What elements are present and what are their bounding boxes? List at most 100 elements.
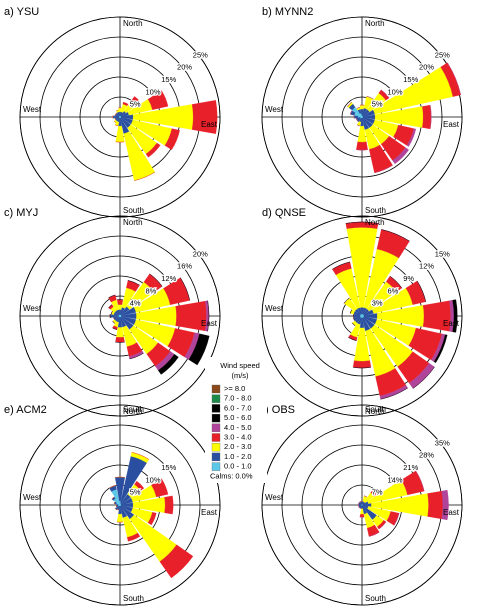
ring-label: 28% [419,451,434,460]
panel-title: a) YSU [4,6,39,18]
wind-segment [356,121,362,127]
ring-label: 21% [403,463,418,472]
legend-label: 7.0 - 8.0 [224,394,252,403]
ring-label: 10% [146,475,161,484]
wind-segment [441,489,449,521]
legend-label: 0.0 - 1.0 [224,462,252,471]
wind-segment [134,171,156,181]
wind-segment [422,104,432,130]
ring-label: 25% [193,50,208,59]
legend-swatch [211,413,221,423]
wind-segment [130,96,141,107]
wind-segment [147,512,157,526]
legend-swatch [211,462,221,471]
panel-title: d) QNSE [262,207,306,219]
direction-label: East [201,120,218,129]
direction-label: West [265,304,284,313]
wind-segment [111,496,115,500]
ring-label: 5% [372,100,383,109]
wind-segment [115,504,119,506]
wind-segment [111,311,113,315]
wind-segment [188,333,210,366]
ring-label: 20% [177,63,192,72]
wind-segment [134,480,145,491]
wind-segment [358,507,360,509]
ring-label: 3% [372,299,383,308]
wind-segment [117,509,119,511]
wind-segment [380,387,408,400]
wind-segment [355,118,358,121]
wind-segment [149,273,163,287]
ring-label: 14% [388,475,403,484]
wind-segment [392,147,410,165]
ring-label: 20% [419,63,434,72]
direction-label: South [365,206,386,215]
wind-segment [381,229,410,242]
panel-title: f) OBS [262,404,295,416]
direction-label: East [201,319,218,328]
wind-segment [433,334,448,364]
panel-title: c) MYJ [4,207,38,219]
ring-label: 15% [435,249,450,258]
wind-segment [117,304,123,310]
wind-segment [122,101,129,107]
wind-segment [115,112,118,115]
wind-segment [115,505,117,508]
panel-title: b) MYNN2 [262,6,313,18]
wind-segment [374,165,393,173]
ring-label: 10% [388,87,403,96]
legend-swatch [211,433,221,442]
ring-label: 6% [388,286,399,295]
wind-segment [406,128,417,147]
direction-label: East [443,319,460,328]
ring-label: 15% [403,75,418,84]
wind-segment [116,109,119,112]
ring-label: 8% [146,286,157,295]
wind-segment [332,261,350,270]
direction-label: South [123,594,144,603]
wind-segment [415,470,425,492]
wind-segment [114,114,116,116]
wind-segment [353,317,355,321]
wind-segment [348,337,357,341]
legend-swatch [211,423,221,432]
direction-label: West [265,493,284,502]
wind-segment [393,513,400,526]
direction-label: East [443,508,460,517]
ring-label: 25% [435,50,450,59]
wind-segment [164,495,174,515]
wind-segment [343,297,350,304]
wind-segment [116,513,124,523]
direction-label: North [365,218,385,227]
legend-label: 3.0 - 4.0 [224,432,252,441]
wind-segment [113,317,115,320]
wind-segment [452,299,458,333]
ring-label: 15% [161,75,176,84]
wind-segment [145,142,161,158]
wind-segment [164,128,180,151]
wind-segment [427,490,444,520]
ring-label: 15% [161,463,176,472]
direction-label: East [201,508,218,517]
wind-segment [115,337,125,343]
direction-label: East [443,120,460,129]
legend-label: 2.0 - 3.0 [224,442,252,451]
legend-label: 5.0 - 6.0 [224,413,252,422]
legend-title: Wind speed [220,361,260,370]
legend-label: 6.0 - 7.0 [224,403,252,412]
direction-label: South [365,405,386,414]
wind-segment [369,532,380,537]
legend-swatch [211,384,221,394]
ring-label: 7% [372,488,383,497]
legend-label: 4.0 - 5.0 [224,423,252,432]
wind-segment [159,544,194,579]
direction-label: West [23,493,42,502]
direction-label: West [23,304,42,313]
ring-label: 12% [419,262,434,271]
wind-segment [389,276,402,289]
ring-label: 16% [177,262,192,271]
wind-segment [191,100,218,134]
wind-segment [158,354,179,375]
legend-label: >= 8.0 [224,384,245,393]
